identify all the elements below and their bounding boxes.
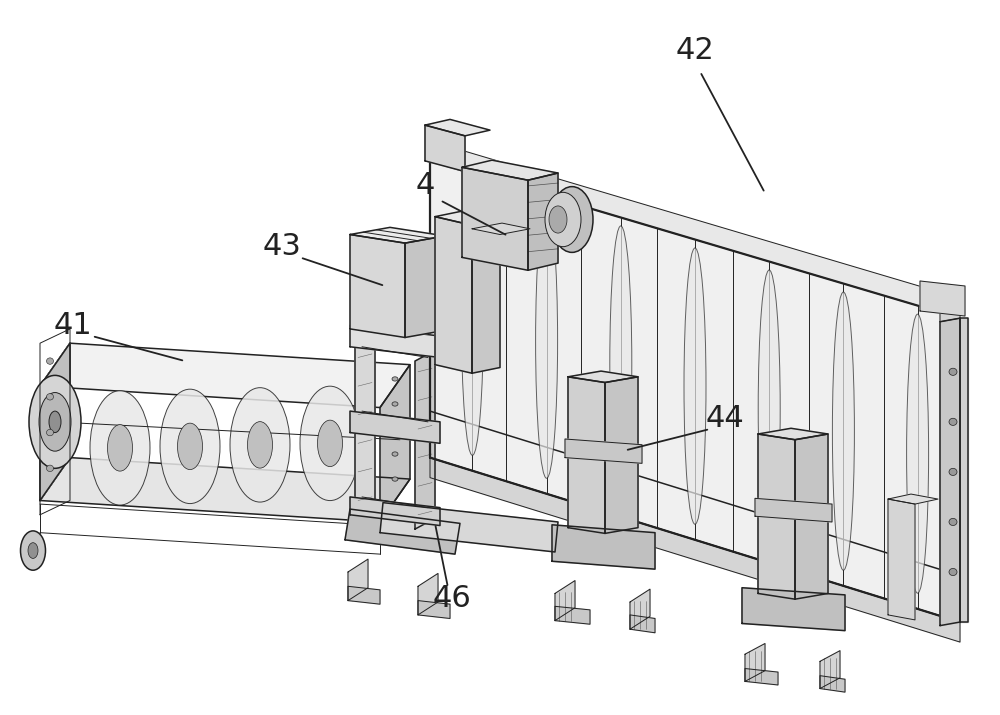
Ellipse shape [758, 270, 780, 547]
Ellipse shape [108, 425, 132, 471]
Ellipse shape [949, 568, 957, 576]
Polygon shape [795, 434, 828, 599]
Ellipse shape [28, 543, 38, 558]
Polygon shape [348, 586, 380, 604]
Ellipse shape [39, 393, 71, 451]
Polygon shape [745, 669, 778, 685]
Ellipse shape [29, 375, 81, 468]
Polygon shape [380, 365, 410, 522]
Ellipse shape [684, 248, 706, 524]
Ellipse shape [90, 390, 150, 505]
Ellipse shape [549, 206, 567, 233]
Polygon shape [568, 377, 605, 533]
Polygon shape [350, 227, 445, 243]
Ellipse shape [610, 226, 632, 501]
Ellipse shape [160, 389, 220, 503]
Polygon shape [605, 377, 638, 533]
Ellipse shape [230, 388, 290, 502]
Polygon shape [888, 494, 938, 504]
Ellipse shape [907, 314, 929, 593]
Polygon shape [472, 223, 530, 235]
Polygon shape [940, 318, 960, 626]
Ellipse shape [551, 187, 593, 252]
Polygon shape [820, 676, 845, 692]
Polygon shape [40, 458, 410, 522]
Ellipse shape [536, 204, 558, 478]
Polygon shape [745, 644, 765, 681]
Polygon shape [940, 298, 960, 322]
Polygon shape [462, 160, 558, 180]
Polygon shape [568, 371, 638, 383]
Polygon shape [742, 588, 845, 631]
Polygon shape [528, 173, 558, 270]
Polygon shape [758, 428, 828, 440]
Ellipse shape [300, 386, 360, 500]
Ellipse shape [46, 358, 54, 365]
Ellipse shape [949, 518, 957, 526]
Polygon shape [555, 581, 575, 621]
Polygon shape [418, 601, 450, 618]
Ellipse shape [178, 423, 202, 470]
Polygon shape [40, 343, 70, 500]
Polygon shape [350, 411, 440, 443]
Polygon shape [350, 235, 405, 337]
Text: 41: 41 [54, 311, 92, 340]
Ellipse shape [392, 402, 398, 406]
Polygon shape [430, 458, 960, 642]
Polygon shape [758, 434, 795, 599]
Polygon shape [430, 141, 960, 318]
Polygon shape [630, 615, 655, 633]
Ellipse shape [46, 465, 54, 472]
Polygon shape [552, 525, 655, 569]
Polygon shape [430, 411, 960, 622]
Polygon shape [472, 220, 500, 373]
Ellipse shape [832, 292, 854, 570]
Polygon shape [755, 498, 832, 522]
Polygon shape [960, 318, 968, 622]
Polygon shape [565, 439, 642, 463]
Polygon shape [40, 343, 70, 500]
Polygon shape [345, 509, 460, 554]
Ellipse shape [49, 411, 61, 433]
Ellipse shape [949, 368, 957, 375]
Polygon shape [435, 211, 500, 225]
Ellipse shape [20, 531, 46, 571]
Polygon shape [405, 236, 445, 337]
Ellipse shape [46, 429, 54, 436]
Ellipse shape [392, 477, 398, 481]
Ellipse shape [46, 394, 54, 400]
Polygon shape [355, 332, 375, 515]
Text: 43: 43 [263, 232, 301, 261]
Ellipse shape [949, 418, 957, 425]
Polygon shape [40, 343, 410, 408]
Polygon shape [380, 503, 558, 552]
Ellipse shape [392, 427, 398, 431]
Ellipse shape [248, 422, 272, 468]
Text: 42: 42 [676, 36, 714, 64]
Polygon shape [425, 119, 490, 136]
Polygon shape [630, 589, 650, 629]
Polygon shape [425, 125, 465, 172]
Ellipse shape [545, 192, 581, 247]
Polygon shape [555, 606, 590, 624]
Polygon shape [418, 573, 438, 615]
Text: 46: 46 [433, 584, 471, 613]
Polygon shape [348, 559, 368, 601]
Text: 44: 44 [706, 404, 744, 433]
Ellipse shape [392, 452, 398, 456]
Polygon shape [820, 651, 840, 689]
Polygon shape [435, 217, 472, 373]
Ellipse shape [461, 182, 483, 455]
Polygon shape [415, 350, 435, 529]
Ellipse shape [318, 420, 342, 467]
Polygon shape [888, 499, 915, 620]
Polygon shape [920, 281, 965, 316]
Ellipse shape [392, 377, 398, 381]
Polygon shape [350, 497, 440, 526]
Polygon shape [350, 325, 440, 358]
Ellipse shape [949, 468, 957, 475]
Text: 4: 4 [415, 172, 435, 200]
Polygon shape [430, 161, 960, 622]
Polygon shape [462, 167, 528, 270]
